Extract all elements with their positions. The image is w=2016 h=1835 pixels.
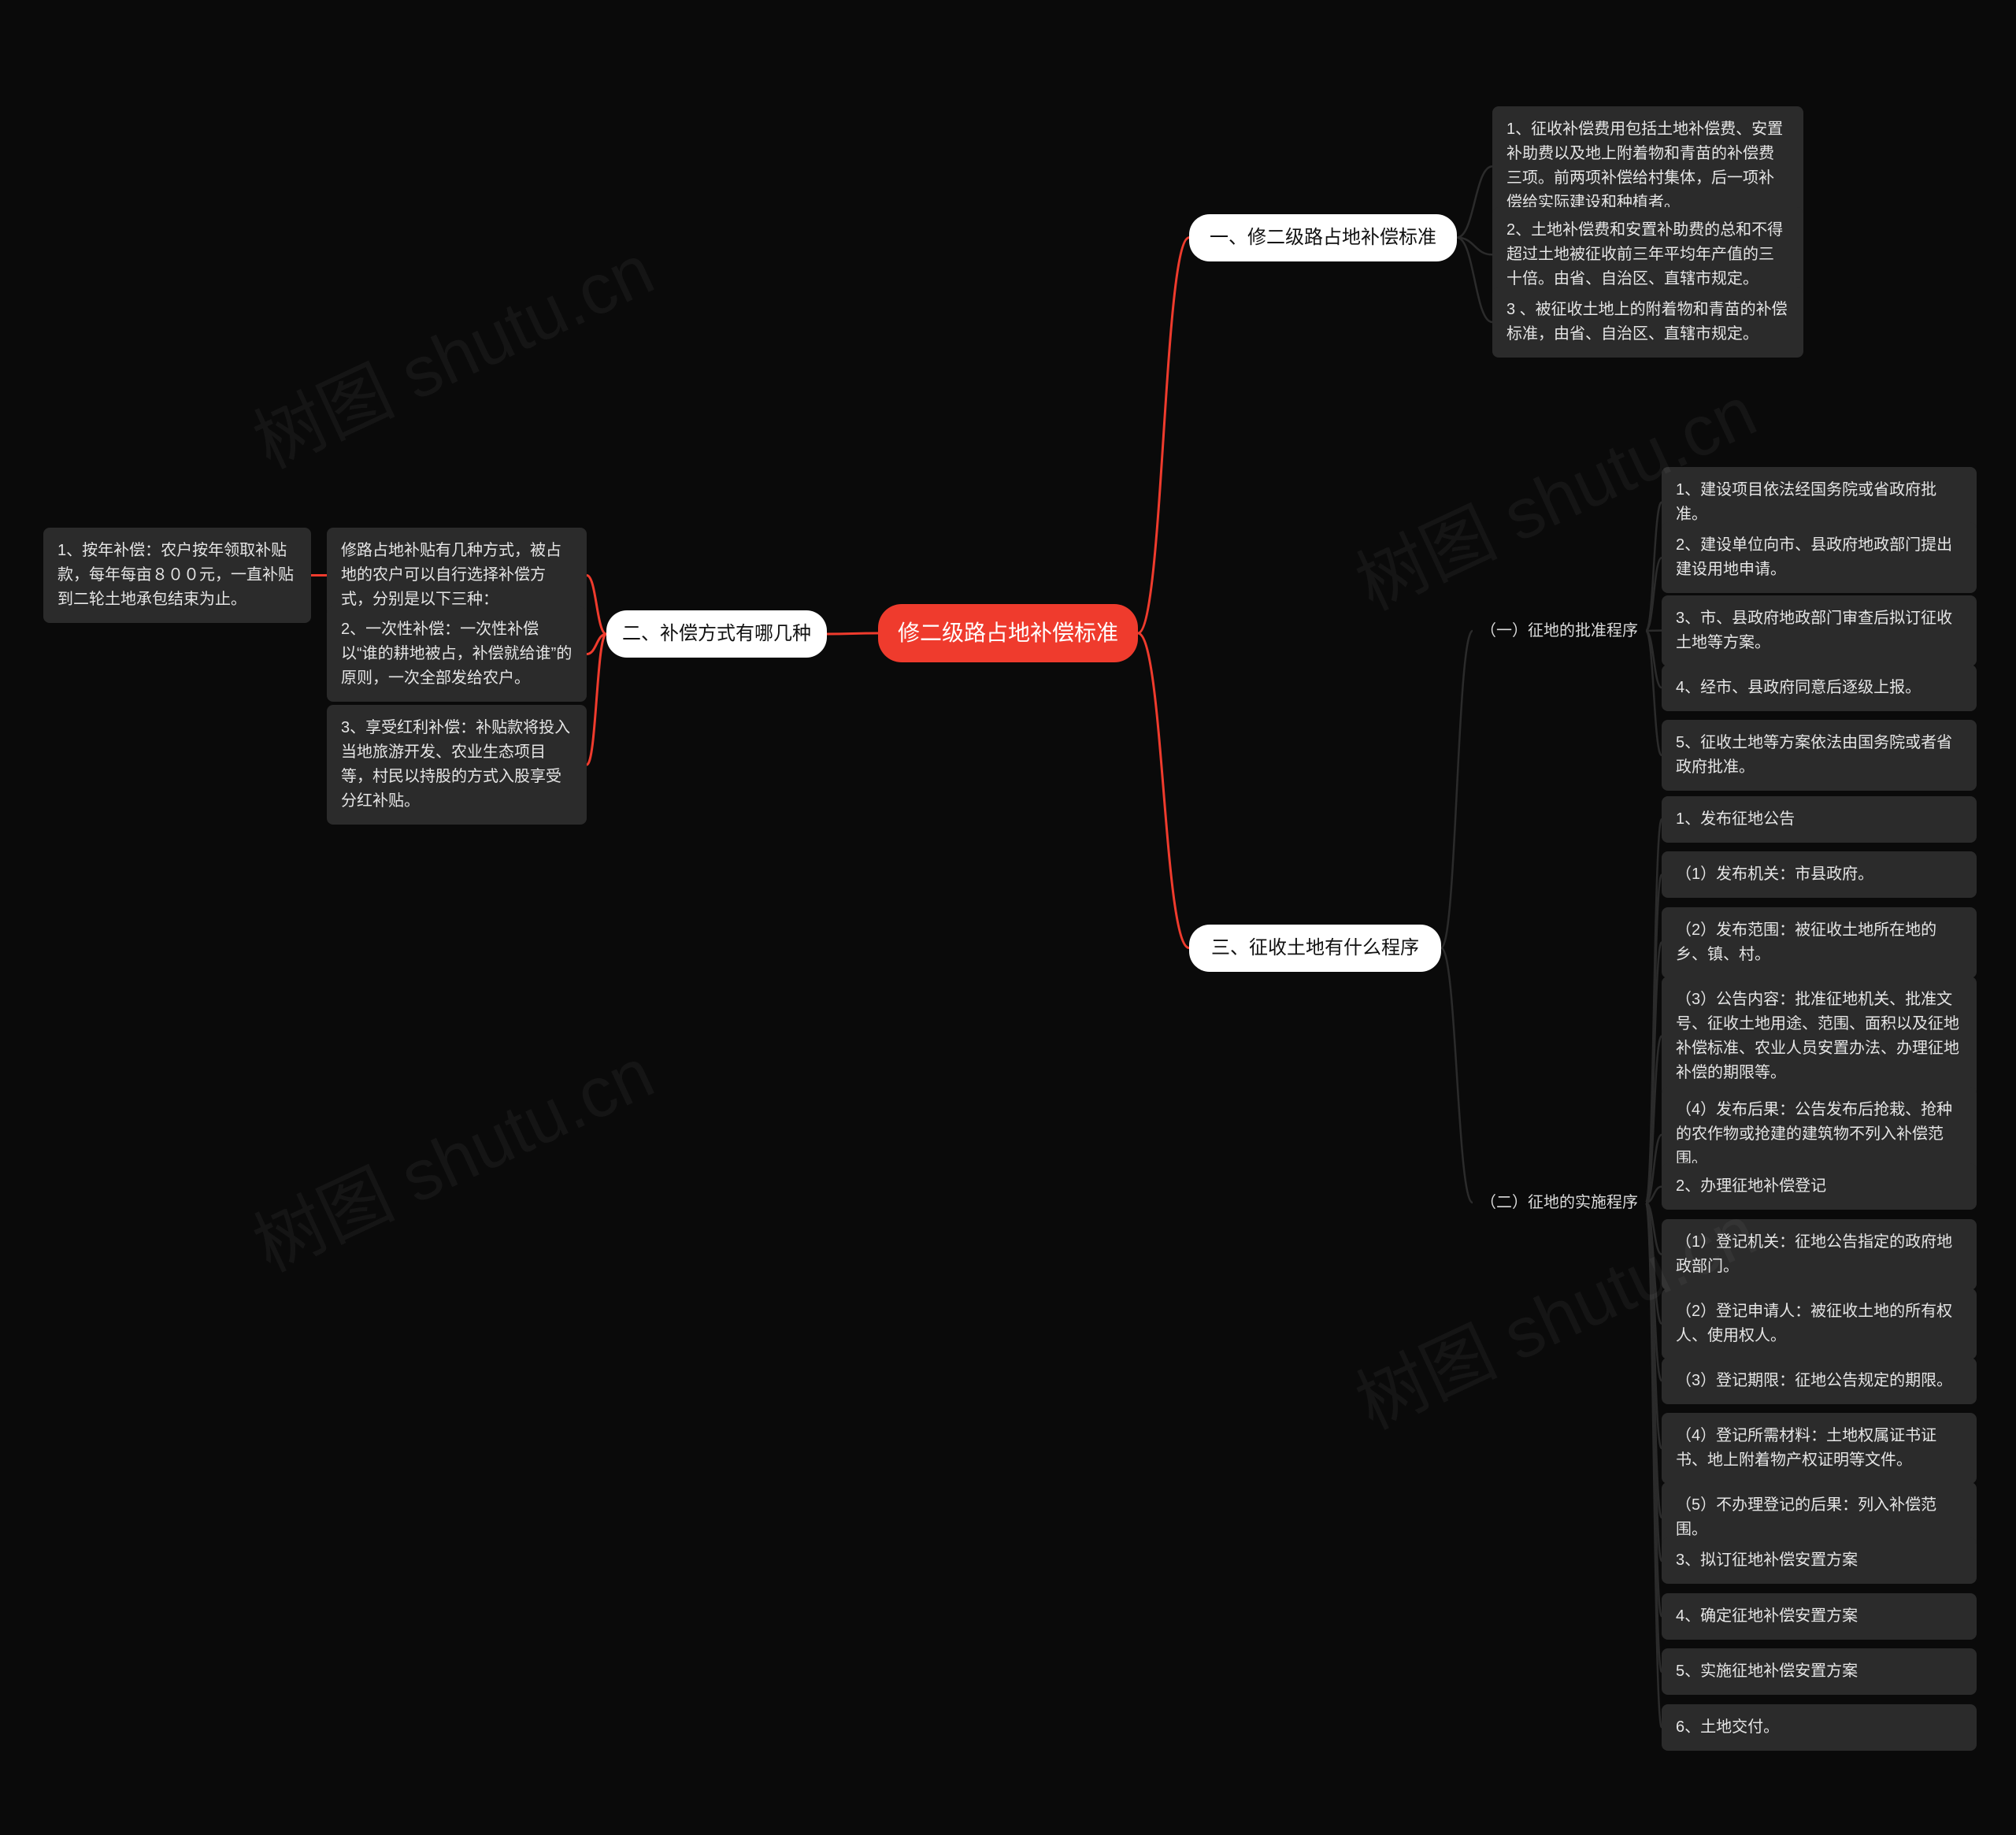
watermark: 树图 shutu.cn [235, 1017, 667, 1291]
node-label: （5）不办理登记的后果：列入补偿范围。 [1676, 1493, 1962, 1542]
edge [1646, 558, 1662, 631]
node-label: 4、经市、县政府同意后逐级上报。 [1676, 676, 1921, 700]
edge [1646, 502, 1662, 631]
watermark: 树图 shutu.cn [235, 213, 667, 487]
node-label: 1、按年补偿：农户按年领取补贴款，每年每亩８００元，一直补贴到二轮土地承包结束为… [57, 539, 297, 612]
edge [1646, 1203, 1662, 1518]
node-t3b1c[interactable]: （3）公告内容：批准征地机关、批准文号、征收土地用途、范围、面积以及征地补偿标准… [1662, 977, 1977, 1096]
node-t3a3[interactable]: 3、市、县政府地政部门审查后拟订征收土地等方案。 [1662, 595, 1977, 666]
node-t3b2d[interactable]: （4）登记所需材料：土地权属证书证书、地上附着物产权证明等文件。 [1662, 1413, 1977, 1484]
edge [1646, 1203, 1662, 1324]
edge [1646, 1203, 1662, 1727]
edge [1646, 1187, 1662, 1203]
node-t3b6[interactable]: 6、土地交付。 [1662, 1704, 1977, 1751]
edge [1646, 1203, 1662, 1448]
node-t3b2[interactable]: 2、办理征地补偿登记 [1662, 1163, 1977, 1210]
node-label: （1）发布机关：市县政府。 [1676, 862, 1873, 887]
node-label: 2、办理征地补偿登记 [1676, 1174, 1826, 1199]
node-label: 修二级路占地补偿标准 [898, 617, 1118, 650]
node-label: 修路占地补贴有几种方式，被占地的农户可以自行选择补偿方式，分别是以下三种： [341, 539, 573, 612]
node-t3a5[interactable]: 5、征收土地等方案依法由国务院或者省政府批准。 [1662, 720, 1977, 791]
node-t3b1[interactable]: 1、发布征地公告 [1662, 796, 1977, 843]
node-t3a2[interactable]: 2、建设单位向市、县政府地政部门提出建设用地申请。 [1662, 522, 1977, 593]
node-t3b3[interactable]: 3、拟订征地补偿安置方案 [1662, 1537, 1977, 1584]
node-label: （4）登记所需材料：土地权属证书证书、地上附着物产权证明等文件。 [1676, 1424, 1962, 1473]
node-t2[interactable]: 二、补偿方式有哪几种 [606, 610, 827, 658]
node-label: （3）登记期限：征地公告规定的期限。 [1676, 1369, 1952, 1393]
edge [587, 634, 606, 654]
edge [1457, 166, 1492, 237]
edge [1646, 1203, 1662, 1672]
node-label: （2）发布范围：被征收土地所在地的乡、镇、村。 [1676, 918, 1962, 967]
node-t3b2b[interactable]: （2）登记申请人：被征收土地的所有权人、使用权人。 [1662, 1288, 1977, 1359]
node-label: 1、建设项目依法经国务院或省政府批准。 [1676, 478, 1962, 527]
node-label: （1）登记机关：征地公告指定的政府地政部门。 [1676, 1230, 1962, 1279]
edge [587, 576, 606, 635]
edge [1441, 631, 1473, 948]
edge [1441, 948, 1473, 1203]
edge [1646, 1203, 1662, 1616]
edge [1646, 1203, 1662, 1381]
edge [1457, 238, 1492, 255]
node-t3b1a[interactable]: （1）发布机关：市县政府。 [1662, 851, 1977, 898]
edge [1646, 1036, 1662, 1203]
node-t3a[interactable]: （一）征地的批准程序 [1473, 616, 1646, 646]
node-label: 二、补偿方式有哪几种 [622, 620, 811, 648]
edge [827, 633, 878, 634]
node-label: 三、征收土地有什么程序 [1211, 934, 1419, 962]
node-t1n3[interactable]: 3 、被征收土地上的附着物和青苗的补偿标准，由省、自治区、直辖市规定。 [1492, 287, 1803, 358]
edge [1646, 1135, 1662, 1203]
node-t3b1b[interactable]: （2）发布范围：被征收土地所在地的乡、镇、村。 [1662, 907, 1977, 978]
edge [1646, 1203, 1662, 1561]
node-label: 3、拟订征地补偿安置方案 [1676, 1548, 1858, 1573]
node-label: 1、发布征地公告 [1676, 807, 1795, 832]
node-t3b5[interactable]: 5、实施征地补偿安置方案 [1662, 1648, 1977, 1695]
node-root[interactable]: 修二级路占地补偿标准 [878, 604, 1138, 662]
node-label: 3 、被征收土地上的附着物和青苗的补偿标准，由省、自治区、直辖市规定。 [1506, 298, 1789, 347]
mindmap-stage: 修二级路占地补偿标准 一、修二级路占地补偿标准 1、征收补偿费用包括土地补偿费、安置… [0, 0, 2016, 1835]
edge [587, 634, 606, 765]
node-t3b2a[interactable]: （1）登记机关：征地公告指定的政府地政部门。 [1662, 1219, 1977, 1290]
node-t2n2[interactable]: 2、一次性补偿：一次性补偿以“谁的耕地被占，补偿就给谁”的原则，一次全部发给农户… [327, 606, 587, 702]
node-label: 5、征收土地等方案依法由国务院或者省政府批准。 [1676, 731, 1962, 780]
node-label: （3）公告内容：批准征地机关、批准文号、征收土地用途、范围、面积以及征地补偿标准… [1676, 988, 1962, 1085]
node-t3b2c[interactable]: （3）登记期限：征地公告规定的期限。 [1662, 1358, 1977, 1404]
node-label: （二）征地的实施程序 [1480, 1191, 1638, 1214]
node-label: （一）征地的批准程序 [1480, 619, 1638, 643]
edge [1646, 1203, 1662, 1255]
node-label: 5、实施征地补偿安置方案 [1676, 1659, 1858, 1684]
node-t3b4[interactable]: 4、确定征地补偿安置方案 [1662, 1593, 1977, 1640]
edge [1138, 633, 1189, 948]
node-t1[interactable]: 一、修二级路占地补偿标准 [1189, 214, 1457, 261]
node-label: 2、建设单位向市、县政府地政部门提出建设用地申请。 [1676, 533, 1962, 582]
edge [1457, 238, 1492, 322]
node-t2n1a[interactable]: 1、按年补偿：农户按年领取补贴款，每年每亩８００元，一直补贴到二轮土地承包结束为… [43, 528, 311, 623]
node-label: 1、征收补偿费用包括土地补偿费、安置补助费以及地上附着物和青苗的补偿费三项。前两… [1506, 117, 1789, 215]
node-t2n3[interactable]: 3、享受红利补偿：补贴款将投入当地旅游开发、农业生态项目等，村民以持股的方式入股… [327, 705, 587, 825]
edge [1138, 238, 1189, 633]
node-label: 4、确定征地补偿安置方案 [1676, 1604, 1858, 1629]
node-label: （2）登记申请人：被征收土地的所有权人、使用权人。 [1676, 1299, 1962, 1348]
edge [1646, 875, 1662, 1203]
node-label: 3、市、县政府地政部门审查后拟订征收土地等方案。 [1676, 606, 1962, 655]
node-label: 2、土地补偿费和安置补助费的总和不得超过土地被征收前三年平均年产值的三十倍。由省… [1506, 218, 1789, 291]
edge [1646, 631, 1662, 755]
node-label: （4）发布后果：公告发布后抢栽、抢种的农作物或抢建的建筑物不列入补偿范围。 [1676, 1098, 1962, 1171]
node-label: 3、享受红利补偿：补贴款将投入当地旅游开发、农业生态项目等，村民以持股的方式入股… [341, 716, 573, 814]
node-label: 6、土地交付。 [1676, 1715, 1779, 1740]
node-t3a4[interactable]: 4、经市、县政府同意后逐级上报。 [1662, 665, 1977, 711]
edge [1646, 819, 1662, 1203]
node-label: 一、修二级路占地补偿标准 [1210, 224, 1436, 252]
node-t3b[interactable]: （二）征地的实施程序 [1473, 1188, 1646, 1218]
edge [1646, 943, 1662, 1203]
node-label: 2、一次性补偿：一次性补偿以“谁的耕地被占，补偿就给谁”的原则，一次全部发给农户… [341, 617, 573, 691]
edge [1646, 631, 1662, 688]
node-t3[interactable]: 三、征收土地有什么程序 [1189, 925, 1441, 972]
